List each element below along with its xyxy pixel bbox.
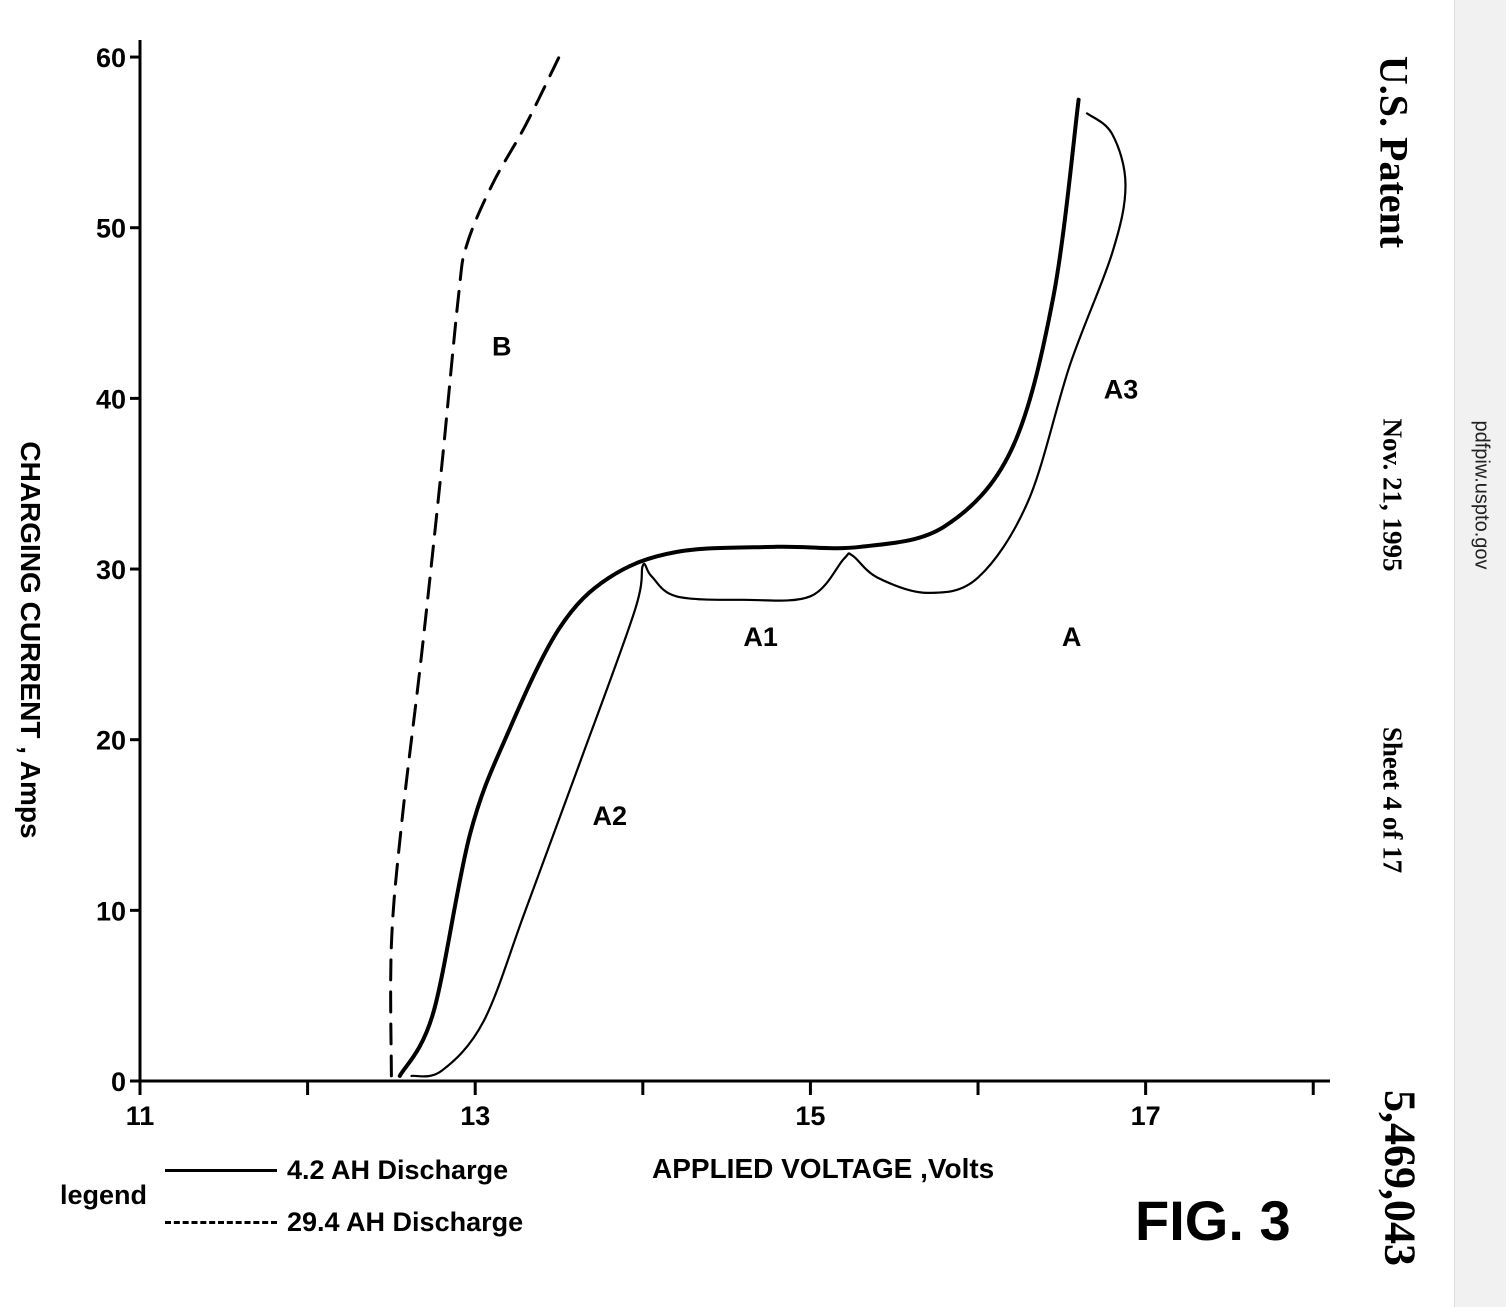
annotation-a3: A3	[1104, 374, 1139, 404]
legend-solid-label: 4.2 AH Discharge	[287, 1155, 509, 1185]
legend-dashed-swatch	[165, 1221, 277, 1224]
series-line-3	[389, 55, 561, 1078]
x-tick-label: 17	[1131, 1101, 1161, 1131]
patent-number: 5,469,043	[1375, 1090, 1425, 1266]
y-tick-label: 30	[96, 555, 126, 585]
annotation-a1: A1	[743, 622, 778, 652]
x-tick-label: 13	[460, 1101, 490, 1131]
source-url: pdfpiw.uspto.gov	[1470, 420, 1493, 570]
y-tick-label: 40	[96, 384, 126, 414]
patent-date: Nov. 21, 1995	[1377, 418, 1408, 572]
legend-entry-dashed: 29.4 AH Discharge	[165, 1207, 523, 1238]
chart-axes	[138, 40, 1330, 1083]
x-tick-label: 11	[126, 1101, 155, 1131]
legend-dashed-label: 29.4 AH Discharge	[287, 1207, 524, 1237]
y-tick-label: 50	[96, 214, 126, 244]
patent-header: U.S. Patent	[1371, 55, 1417, 249]
y-tick-label: 60	[96, 43, 126, 73]
chart-ticks: 0 10 20 30 40 50 60 11 13 15 17	[96, 43, 1315, 1131]
annotation-a2: A2	[593, 801, 628, 831]
x-axis-label: APPLIED VOLTAGE ,Volts	[652, 1153, 995, 1184]
annotation-a: A	[1062, 622, 1082, 652]
chart-series	[389, 55, 1127, 1078]
viewer-sidebar: pdfpiw.uspto.gov	[1454, 0, 1506, 1307]
figure-label: FIG. 3	[1135, 1189, 1291, 1252]
x-tick-label: 15	[795, 1101, 825, 1131]
legend-title: legend	[60, 1180, 148, 1210]
y-tick-label: 0	[111, 1067, 126, 1097]
patent-sheet: Sheet 4 of 17	[1377, 726, 1408, 874]
legend-entry-solid: 4.2 AH Discharge	[165, 1155, 508, 1186]
chart-annotations: A A1 A2 A3 B	[492, 332, 1138, 831]
annotation-b: B	[492, 332, 512, 362]
y-tick-label: 20	[96, 726, 126, 756]
legend-solid-swatch	[165, 1169, 277, 1172]
series-line-1	[397, 97, 1081, 1078]
series-line-2	[410, 112, 1127, 1078]
y-axis-label: CHARGING CURRENT , Amps	[15, 441, 46, 839]
y-tick-label: 10	[96, 896, 126, 926]
